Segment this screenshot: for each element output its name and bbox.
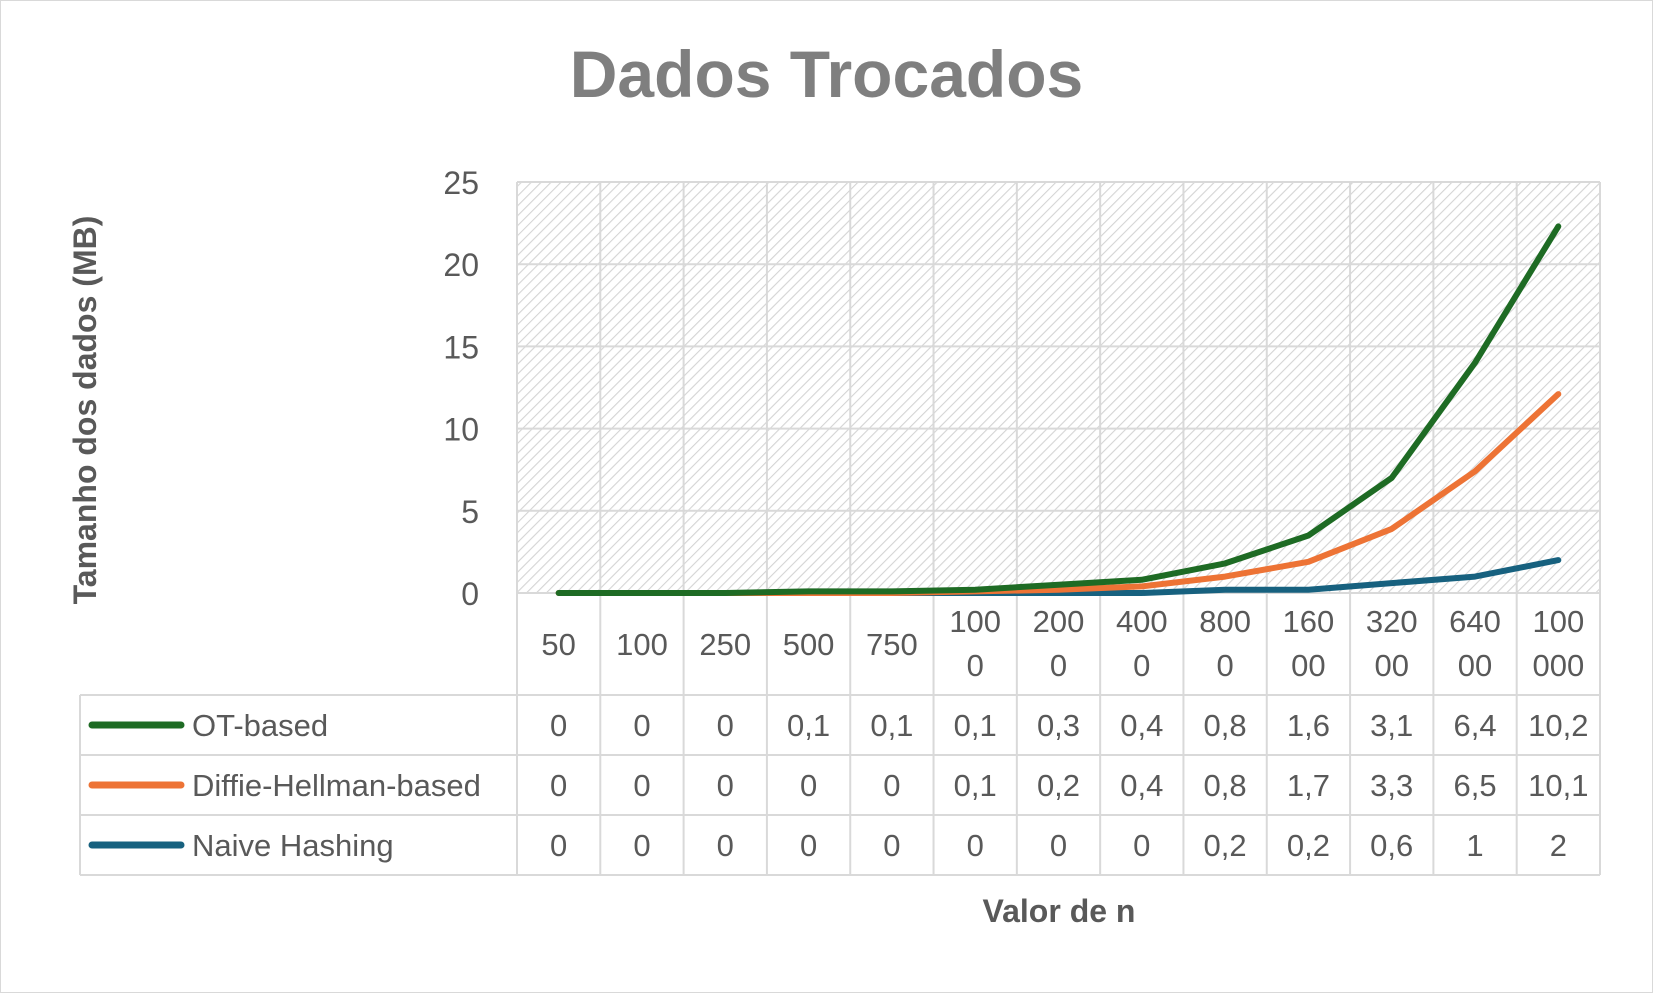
table-cell: 3,1 — [1370, 708, 1413, 743]
table-cell: 0,4 — [1120, 768, 1163, 803]
x-axis-title: Valor de n — [983, 893, 1136, 929]
table-cell: 0,1 — [954, 708, 997, 743]
table-cell: 0 — [633, 768, 650, 803]
table-cell: 0 — [883, 768, 900, 803]
x-tick-label: 250 — [699, 627, 751, 662]
y-tick-label: 5 — [461, 494, 479, 530]
table-cell: 0,3 — [1037, 708, 1080, 743]
x-tick-label: 750 — [866, 627, 918, 662]
table-cell: 1 — [1466, 828, 1483, 863]
table-cell: 0 — [1133, 828, 1150, 863]
table-cell: 0 — [550, 828, 567, 863]
table-cell: 1,7 — [1287, 768, 1330, 803]
table-cell: 10,1 — [1528, 768, 1588, 803]
y-tick-label: 20 — [443, 247, 479, 283]
y-tick-label: 10 — [443, 412, 479, 448]
legend-label: Diffie-Hellman-based — [192, 768, 481, 803]
x-tick-label: 50 — [541, 627, 575, 662]
y-axis-title: Tamanho dos dados (MB) — [67, 216, 103, 605]
table-cell: 0,1 — [787, 708, 830, 743]
x-tick-label: 160 00 — [1283, 604, 1335, 683]
table-cell: 0 — [550, 768, 567, 803]
table-cell: 0,4 — [1120, 708, 1163, 743]
y-axis: 0 5 10 15 20 25 50 100 250 500 750 100 0 200 0 400 0 800 0… — [443, 165, 1584, 683]
table-cell: 0 — [550, 708, 567, 743]
y-tick-label: 25 — [443, 165, 479, 201]
table-cell: 0 — [717, 768, 734, 803]
gridlines — [516, 181, 1601, 875]
data-table: OT-based 0 0 0 0,1 0,1 0,1 0,3 0,4 0,8 1,6 3,1 6,4 10… — [79, 694, 1600, 876]
table-cell: 1,6 — [1287, 708, 1330, 743]
x-tick-label: 800 0 — [1199, 604, 1251, 683]
table-cell: 0,8 — [1204, 708, 1247, 743]
y-tick-label: 0 — [461, 576, 479, 612]
x-tick-label: 320 00 — [1366, 604, 1418, 683]
x-tick-label: 100 0 — [949, 604, 1001, 683]
table-cell: 6,4 — [1453, 708, 1496, 743]
x-tick-label: 640 00 — [1449, 604, 1501, 683]
x-tick-label: 100 — [616, 627, 668, 662]
table-cell: 0 — [717, 708, 734, 743]
table-cell: 0 — [967, 828, 984, 863]
table-cell: 0 — [1050, 828, 1067, 863]
table-cell: 0 — [717, 828, 734, 863]
x-tick-label: 100 000 — [1532, 604, 1584, 683]
table-cell: 0,8 — [1204, 768, 1247, 803]
series-lines — [555, 223, 1562, 596]
y-tick-label: 15 — [443, 329, 479, 365]
table-cell: 0 — [883, 828, 900, 863]
table-cell: 0,2 — [1287, 828, 1330, 863]
table-cell: 3,3 — [1370, 768, 1413, 803]
table-cell: 0 — [633, 828, 650, 863]
x-tick-label: 500 — [783, 627, 835, 662]
table-cell: 0 — [800, 828, 817, 863]
table-cell: 0,1 — [954, 768, 997, 803]
legend-label: OT-based — [192, 708, 328, 743]
x-tick-label: 400 0 — [1116, 604, 1168, 683]
table-cell: 0,2 — [1204, 828, 1247, 863]
table-cell: 10,2 — [1528, 708, 1588, 743]
plot-area — [517, 182, 1600, 593]
table-cell: 0,2 — [1037, 768, 1080, 803]
table-cell: 0 — [800, 768, 817, 803]
table-cell: 0,6 — [1370, 828, 1413, 863]
x-tick-label: 200 0 — [1033, 604, 1085, 683]
table-cell: 2 — [1550, 828, 1567, 863]
table-cell: 0 — [633, 708, 650, 743]
table-cell: 0,1 — [870, 708, 913, 743]
legend-label: Naive Hashing — [192, 828, 394, 863]
chart-title: Dados Trocados — [569, 37, 1084, 111]
table-cell: 6,5 — [1453, 768, 1496, 803]
axis-titles: Tamanho dos dados (MB) Valor de n — [67, 216, 1135, 929]
series-line — [555, 223, 1562, 596]
